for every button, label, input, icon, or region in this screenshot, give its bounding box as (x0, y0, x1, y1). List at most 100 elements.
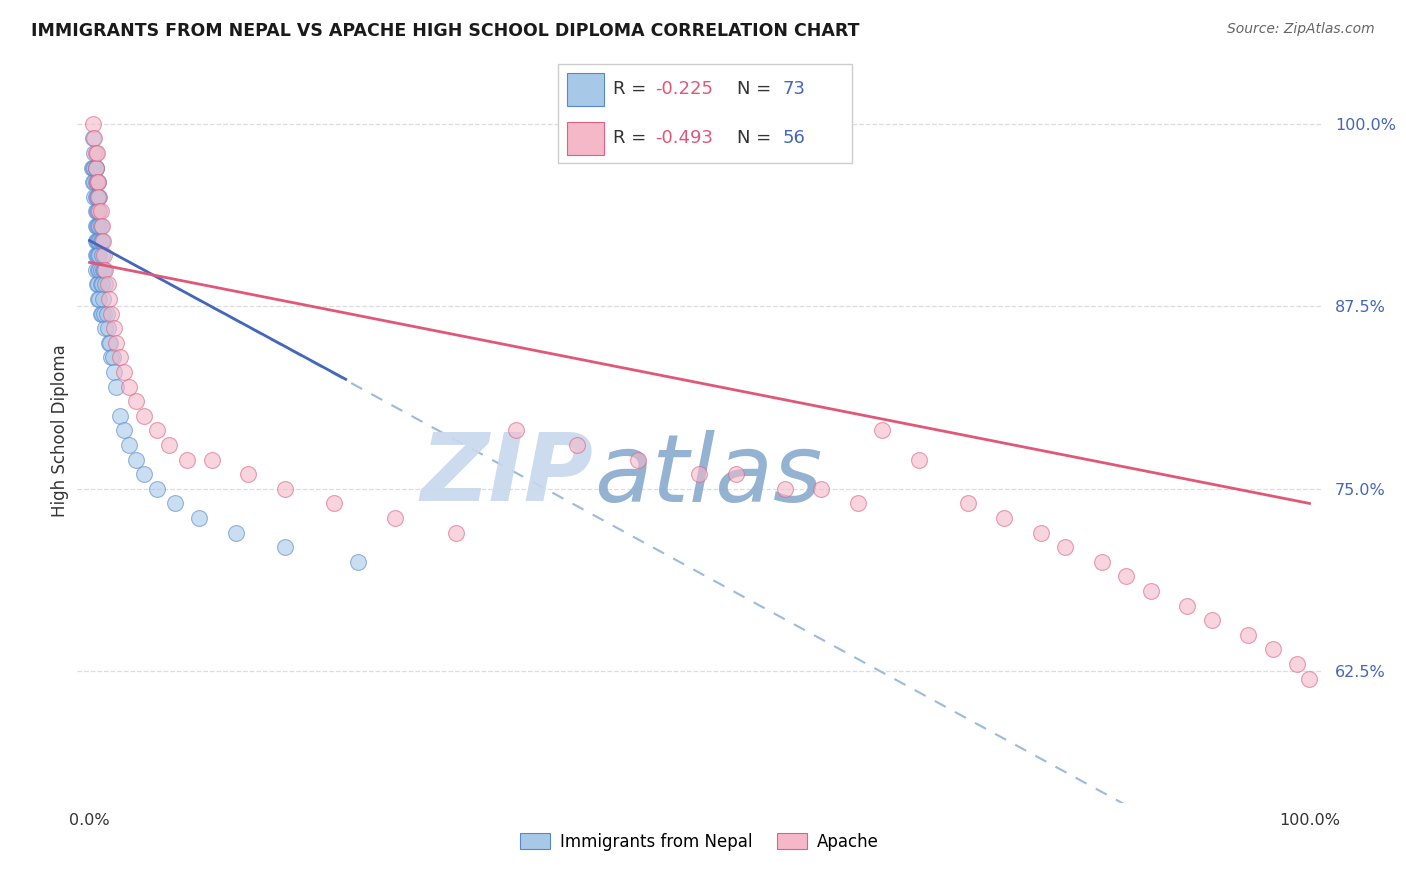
Point (84, 262, 107, 277)
Text: -0.225: -0.225 (655, 80, 713, 98)
Point (627, 452, 650, 467)
Text: N =: N = (737, 129, 776, 147)
Point (98, 335, 121, 350)
Point (444, 525, 467, 540)
Point (1237, 628, 1260, 642)
Point (846, 496, 869, 510)
Point (84, 190, 107, 204)
Point (688, 467, 710, 482)
Point (87, 277, 110, 292)
Bar (568, 122, 603, 155)
Point (108, 351, 131, 365)
FancyBboxPatch shape (558, 64, 852, 163)
Point (86, 219, 108, 233)
Text: 56: 56 (782, 129, 806, 147)
Point (84, 175, 107, 189)
Point (87, 262, 110, 277)
Point (347, 555, 370, 569)
Point (80, 161, 103, 175)
Point (908, 452, 931, 467)
Point (1029, 525, 1052, 540)
Point (86, 248, 108, 262)
Point (86, 204, 108, 219)
Point (90, 307, 112, 321)
Point (86, 145, 108, 160)
Point (90, 219, 112, 233)
Point (145, 482, 167, 496)
Point (993, 511, 1015, 525)
Point (90, 277, 112, 292)
Point (98, 335, 121, 350)
Point (86, 190, 108, 204)
Point (117, 379, 139, 393)
Point (89, 219, 111, 233)
Point (82, 131, 104, 145)
Point (101, 351, 124, 365)
Point (236, 467, 259, 482)
Point (322, 496, 344, 510)
Point (87, 234, 110, 248)
Point (225, 525, 247, 540)
Point (125, 452, 148, 467)
Point (103, 365, 125, 379)
Point (86, 277, 108, 292)
Point (810, 482, 832, 496)
Point (1261, 642, 1284, 657)
Point (157, 438, 180, 452)
Point (87, 175, 110, 189)
Point (87, 175, 110, 189)
Point (97, 277, 120, 292)
Point (163, 496, 186, 510)
Point (90, 248, 112, 262)
Point (82, 161, 104, 175)
Point (117, 438, 139, 452)
Text: R =: R = (613, 129, 652, 147)
Point (94, 277, 117, 292)
Point (125, 394, 148, 409)
Point (1201, 613, 1223, 627)
Point (83, 145, 105, 160)
Point (89, 292, 111, 306)
Point (84, 161, 107, 175)
Point (82, 175, 104, 189)
Point (956, 496, 979, 510)
Point (134, 467, 156, 482)
Point (273, 540, 295, 554)
Point (188, 511, 211, 525)
Point (567, 438, 589, 452)
Point (89, 204, 111, 219)
Text: N =: N = (737, 80, 776, 98)
Point (84, 145, 107, 160)
Point (86, 175, 108, 189)
Point (87, 248, 110, 262)
Point (84, 234, 107, 248)
Point (1140, 584, 1163, 599)
Point (93, 248, 115, 262)
Text: IMMIGRANTS FROM NEPAL VS APACHE HIGH SCHOOL DIPLOMA CORRELATION CHART: IMMIGRANTS FROM NEPAL VS APACHE HIGH SCH… (31, 22, 859, 40)
Point (725, 467, 748, 482)
Point (89, 234, 111, 248)
Point (98, 292, 121, 306)
Point (94, 262, 117, 277)
Point (384, 511, 406, 525)
Point (89, 262, 111, 277)
Point (89, 234, 111, 248)
Point (100, 307, 122, 321)
Point (84, 161, 107, 175)
Point (103, 321, 125, 335)
Point (84, 248, 107, 262)
Point (105, 379, 128, 393)
Point (1298, 672, 1320, 686)
Point (87, 292, 110, 306)
Point (176, 452, 198, 467)
Point (96, 307, 118, 321)
Point (108, 409, 131, 423)
Point (87, 219, 110, 233)
Text: Source: ZipAtlas.com: Source: ZipAtlas.com (1227, 22, 1375, 37)
Point (89, 219, 111, 233)
Point (100, 351, 122, 365)
Point (87, 204, 110, 219)
Point (93, 307, 115, 321)
Point (105, 335, 128, 350)
Point (84, 219, 107, 233)
